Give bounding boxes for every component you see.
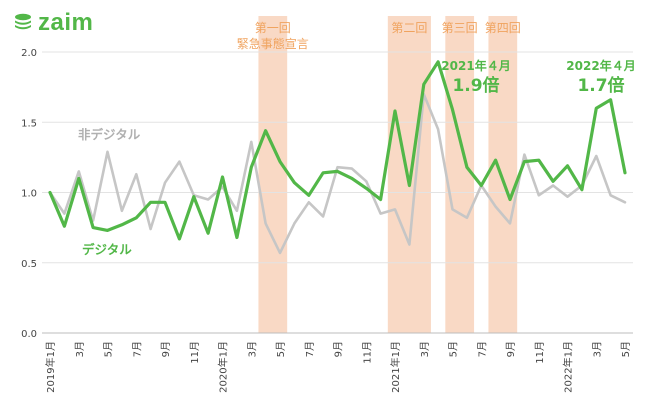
series-line-non-digital [48,92,627,255]
x-tick-label: 7月 [131,341,143,357]
x-tick-label: 5月 [620,341,632,357]
highlight-label: 緊急事態宣言 [237,36,309,51]
x-tick-label: 2019年1月 [44,341,57,393]
x-tick-label: 2022年1月 [562,341,575,393]
x-tick-label: 3月 [591,341,603,357]
y-tick-label: 2.0 [21,48,37,59]
x-tick-label: 11月 [534,341,546,364]
highlight-label: 第二回 [391,21,427,35]
highlight-label: 第三回 [442,21,478,35]
series-label-non-digital: 非デジタル [78,127,141,142]
annotation-multiplier: 1.7倍 [577,75,624,96]
x-tick-label: 9月 [505,341,517,357]
x-tick-label: 11月 [189,341,201,364]
annotations: 2021年４月 1.9倍 2022年４月 1.7倍 [441,58,635,96]
highlight-band [488,16,518,333]
x-tick-labels: 2019年1月 3月 5月 7月 9月 11月 2020年1月 3月 5月 7月 9月 11月 2021… [44,341,632,393]
x-tick-label: 3月 [246,341,258,357]
highlight-label: 第一回 [255,21,291,35]
x-tick-label: 7月 [476,341,488,357]
brand-logo: zaim [12,9,93,37]
x-tick-label: 2021年1月 [389,341,402,393]
series-line-digital [48,60,627,241]
y-tick-labels: 0.0 0.5 1.0 1.5 2.0 [21,48,37,340]
x-tick-label: 11月 [361,341,373,364]
series-lines [48,60,627,255]
x-tick-label: 7月 [304,341,316,357]
series-label-digital: デジタル [82,242,132,257]
y-tick-label: 0.5 [21,259,37,270]
x-tick-label: 5月 [448,341,460,357]
x-tick-label: 9月 [333,341,345,357]
x-tick-label: 2020年1月 [217,341,230,393]
y-tick-label: 1.5 [21,118,37,129]
highlight-band [445,16,475,333]
x-tick-label: 5月 [103,341,115,357]
x-tick-label: 3月 [419,341,431,357]
annotation-multiplier: 1.9倍 [452,75,499,96]
annotation-date: 2021年４月 [441,58,510,73]
y-tick-label: 1.0 [21,189,37,200]
coin-stack-icon [15,13,31,30]
highlight-bands [258,16,518,333]
highlight-band [258,16,288,333]
x-tick-label: 5月 [275,341,287,357]
annotation-date: 2022年４月 [566,58,635,73]
x-tick-label: 3月 [74,341,86,357]
brand-name: zaim [38,9,94,36]
highlight-label: 第四回 [485,21,521,35]
y-tick-label: 0.0 [21,329,37,340]
x-tick-label: 9月 [160,341,172,357]
